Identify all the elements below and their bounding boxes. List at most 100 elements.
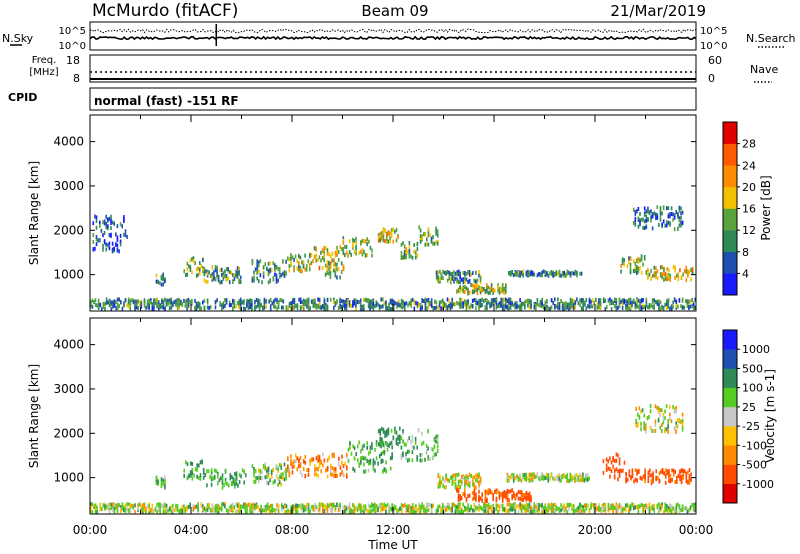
echo-cell: [541, 510, 543, 515]
echo-cell: [116, 509, 119, 513]
echo-cell: [684, 469, 686, 474]
echo-cell: [427, 507, 430, 512]
echo-cell: [637, 224, 640, 229]
echo-cell: [530, 303, 532, 308]
echo-cell: [497, 288, 499, 293]
echo-cell: [653, 271, 656, 276]
echo-cell: [215, 469, 218, 474]
echo-cell: [347, 253, 349, 258]
echo-cell: [329, 508, 332, 513]
echo-cell: [514, 476, 517, 481]
echo-cell: [560, 503, 562, 508]
echo-cell: [263, 505, 266, 510]
echo-cell: [148, 298, 150, 303]
echo-cell: [506, 502, 509, 507]
echo-cell: [653, 211, 655, 216]
echo-cell: [422, 232, 425, 237]
echo-cell: [407, 303, 409, 308]
echo-cell: [678, 509, 681, 513]
echo-cell: [143, 504, 146, 509]
echo-cell: [580, 271, 583, 276]
echo-cell: [432, 306, 435, 311]
echo-cell: [315, 305, 318, 310]
echo-cell: [103, 221, 106, 226]
echo-cell: [233, 304, 236, 309]
echo-cell: [473, 485, 476, 490]
echo-cell: [186, 462, 189, 467]
echo-cell: [361, 307, 363, 311]
echo-cell: [317, 508, 319, 513]
echo-cell: [433, 241, 436, 246]
echo-cell: [249, 509, 251, 514]
echo-cell: [400, 445, 403, 450]
echo-cell: [421, 505, 423, 510]
echo-cell: [427, 446, 429, 451]
echo-cell: [440, 306, 442, 311]
echo-cell: [320, 460, 322, 465]
echo-cell: [315, 472, 318, 477]
echo-cell: [361, 505, 363, 510]
echo-cell: [446, 297, 449, 302]
echo-cell: [303, 508, 305, 513]
echo-cell: [115, 242, 117, 247]
echo-cell: [164, 306, 166, 311]
echo-cell: [389, 236, 391, 241]
echo-cell: [659, 300, 662, 305]
echo-cell: [389, 231, 391, 236]
echo-cell: [605, 467, 608, 472]
echo-cell: [416, 455, 418, 460]
echo-cell: [530, 505, 532, 510]
echo-cell: [445, 306, 447, 311]
echo-cell: [470, 283, 472, 287]
echo-cell: [421, 298, 423, 303]
echo-cell: [612, 503, 614, 508]
echo-cell: [688, 306, 690, 311]
echo-cell: [312, 259, 314, 263]
echo-cell: [344, 303, 346, 308]
echo-cell: [464, 280, 466, 285]
echo-cell: [475, 280, 477, 285]
echo-cell: [415, 507, 417, 511]
echo-cell: [299, 255, 302, 260]
echo-cell: [694, 505, 696, 510]
echo-cell: [111, 241, 114, 246]
echo-cell: [527, 508, 529, 513]
echo-cell: [283, 477, 286, 482]
echo-cell: [517, 490, 520, 494]
echo-cell: [162, 478, 164, 483]
echo-cell: [678, 417, 681, 422]
echo-cell: [330, 463, 332, 468]
echo-cell: [160, 282, 163, 287]
echo-cell: [631, 473, 634, 478]
echo-cell: [694, 508, 696, 512]
echo-cell: [648, 272, 651, 277]
echo-cell: [572, 508, 575, 513]
echo-cell: [454, 510, 457, 515]
echo-cell: [394, 229, 396, 234]
echo-cell: [478, 273, 480, 278]
echo-cell: [377, 235, 380, 240]
echo-cell: [156, 503, 158, 507]
echo-cell: [484, 502, 487, 507]
echo-cell: [563, 473, 565, 478]
echo-cell: [194, 467, 197, 472]
echo-cell: [326, 458, 329, 463]
echo-cell: [661, 265, 664, 270]
echo-cell: [664, 502, 666, 507]
echo-cell: [257, 303, 259, 308]
echo-cell: [96, 505, 98, 510]
echo-cell: [176, 504, 179, 509]
echo-cell: [391, 298, 393, 303]
echo-cell: [119, 242, 122, 247]
echo-cell: [602, 459, 605, 464]
echo-cell: [187, 297, 190, 302]
echo-cell: [405, 452, 407, 456]
echo-cell: [645, 271, 648, 275]
echo-cell: [150, 300, 152, 305]
beam-title: Beam 09: [361, 2, 428, 20]
echo-cell: [473, 503, 476, 508]
echo-cell: [337, 305, 340, 310]
echo-cell: [364, 469, 367, 474]
echo-cell: [238, 502, 240, 507]
